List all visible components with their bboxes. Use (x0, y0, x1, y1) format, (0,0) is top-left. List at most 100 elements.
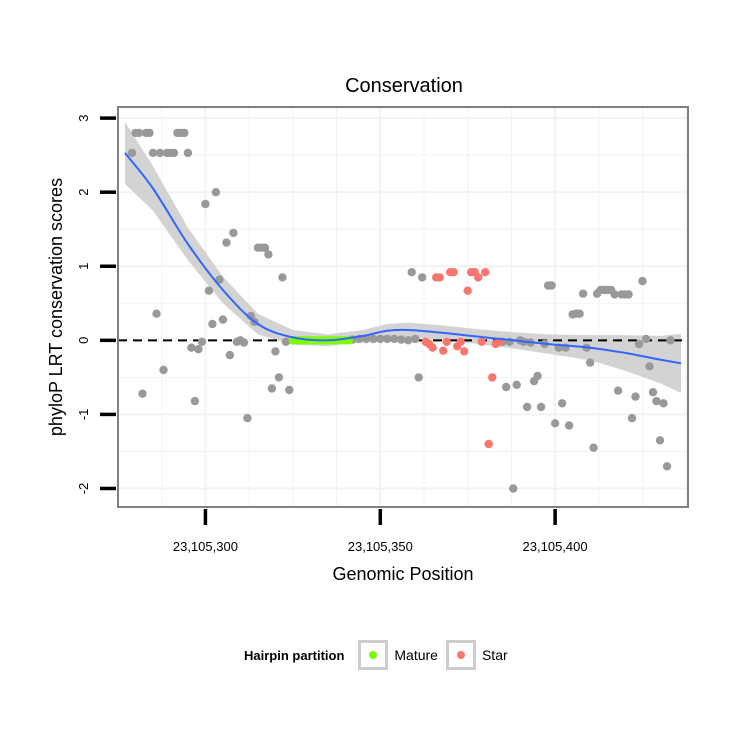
data-point-other (557, 399, 567, 408)
data-point-other (502, 382, 511, 392)
legend-title: Hairpin partition (244, 647, 345, 663)
data-point-other (512, 380, 521, 389)
smooth-trend (124, 152, 682, 365)
data-point-other (229, 228, 238, 238)
data-point-other (155, 148, 165, 158)
legend-label-mature: Mature (394, 647, 438, 663)
data-point-other (550, 419, 560, 428)
smooth-line (124, 152, 682, 365)
data-point-other (652, 396, 661, 406)
data-point-star (442, 337, 451, 346)
data-point-other (522, 402, 532, 412)
plot-background (118, 107, 688, 507)
data-point-other (264, 250, 273, 259)
data-point-other (362, 334, 371, 344)
data-point-other (145, 128, 154, 138)
data-point-other (222, 238, 231, 247)
data-point-other (383, 334, 392, 344)
data-point-other (159, 365, 168, 375)
data-point-other (638, 276, 647, 286)
data-point-other (659, 399, 668, 408)
data-point-other (414, 373, 423, 382)
data-point-other (225, 350, 235, 360)
data-point-other (641, 334, 651, 344)
data-point-other (634, 339, 644, 349)
data-point-star (456, 337, 465, 346)
data-point-other (536, 402, 546, 412)
confidence-band-area (125, 121, 681, 393)
data-point-star (428, 343, 437, 352)
data-points (127, 128, 675, 493)
chart-title: Conservation (345, 75, 463, 97)
legend-label-star: Star (481, 647, 508, 663)
plot-border (117, 106, 689, 508)
data-point-other (589, 443, 598, 452)
data-point-other (390, 334, 399, 344)
data-point-other (655, 436, 665, 445)
data-point-other (218, 315, 228, 324)
data-point-other (404, 336, 413, 345)
data-point-other (211, 188, 221, 197)
data-point-other (285, 385, 294, 395)
data-point-star (484, 439, 493, 449)
data-point-star (460, 347, 469, 356)
data-point-other (281, 337, 291, 346)
x-tick-label: 23,105,400 (523, 539, 588, 554)
y-tick-label: 2 (76, 189, 91, 196)
data-point-star (435, 273, 444, 282)
data-point-star (439, 346, 448, 355)
data-point-other (169, 148, 179, 158)
data-point-other (148, 148, 158, 158)
data-point-other (204, 286, 214, 295)
data-point-other (243, 413, 252, 423)
data-point-other (578, 289, 588, 298)
data-point-other (274, 373, 284, 382)
data-point-star (477, 337, 486, 346)
data-point-other (418, 273, 427, 282)
data-point-other (547, 281, 556, 290)
y-tick-label: -2 (76, 483, 91, 495)
data-point-other (260, 243, 270, 252)
y-tick-label: 1 (76, 263, 91, 270)
data-point-other (627, 413, 637, 423)
data-point-other (397, 335, 406, 344)
x-tick-label: 23,105,300 (173, 539, 238, 554)
mature-dot-icon (369, 651, 378, 659)
data-point-other (201, 199, 210, 209)
data-point-other (215, 275, 224, 284)
data-point-star (463, 286, 472, 295)
star-dot-icon (456, 651, 465, 659)
data-point-other (613, 386, 623, 395)
data-point-other (183, 148, 193, 158)
data-point-other (127, 148, 137, 158)
y-axis-title: phyloP LRT conservation scores (46, 178, 66, 436)
y-tick-label: 0 (76, 337, 91, 344)
legend: Hairpin partition Mature Star (244, 640, 516, 670)
data-point-star (474, 273, 483, 282)
data-point-star (449, 268, 458, 277)
data-point-other (208, 319, 217, 329)
data-point-other (666, 336, 675, 345)
data-point-other (187, 343, 196, 352)
data-point-other (197, 337, 207, 346)
data-point-star (488, 373, 497, 382)
legend-key-star (445, 640, 476, 670)
confidence-band (125, 121, 681, 393)
data-point-star (481, 268, 490, 277)
x-tick-label: 23,105,350 (348, 539, 413, 554)
data-point-other (369, 334, 378, 344)
data-point-other (585, 358, 595, 367)
data-point-other (376, 334, 385, 344)
y-axis: -2 -1 0 1 2 3 (76, 114, 116, 494)
data-point-other (662, 462, 672, 471)
data-point-other (564, 421, 574, 430)
data-point-other (533, 371, 542, 381)
data-point-other (239, 338, 249, 347)
data-point-other (575, 309, 584, 318)
data-point-other (509, 484, 518, 493)
x-axis-title: Genomic Position (332, 564, 473, 584)
data-point-other (645, 362, 654, 371)
data-point-other (411, 334, 420, 344)
data-point-other (134, 128, 144, 138)
